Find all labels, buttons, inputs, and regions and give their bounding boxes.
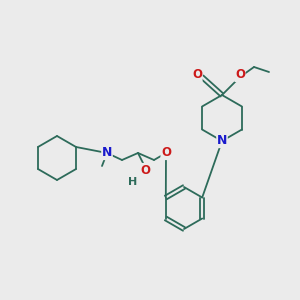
Text: O: O — [192, 68, 202, 82]
Text: O: O — [235, 68, 245, 82]
Text: N: N — [102, 146, 112, 160]
Text: N: N — [217, 134, 227, 148]
Text: O: O — [140, 164, 150, 176]
Text: O: O — [161, 146, 171, 160]
Text: H: H — [128, 177, 138, 187]
